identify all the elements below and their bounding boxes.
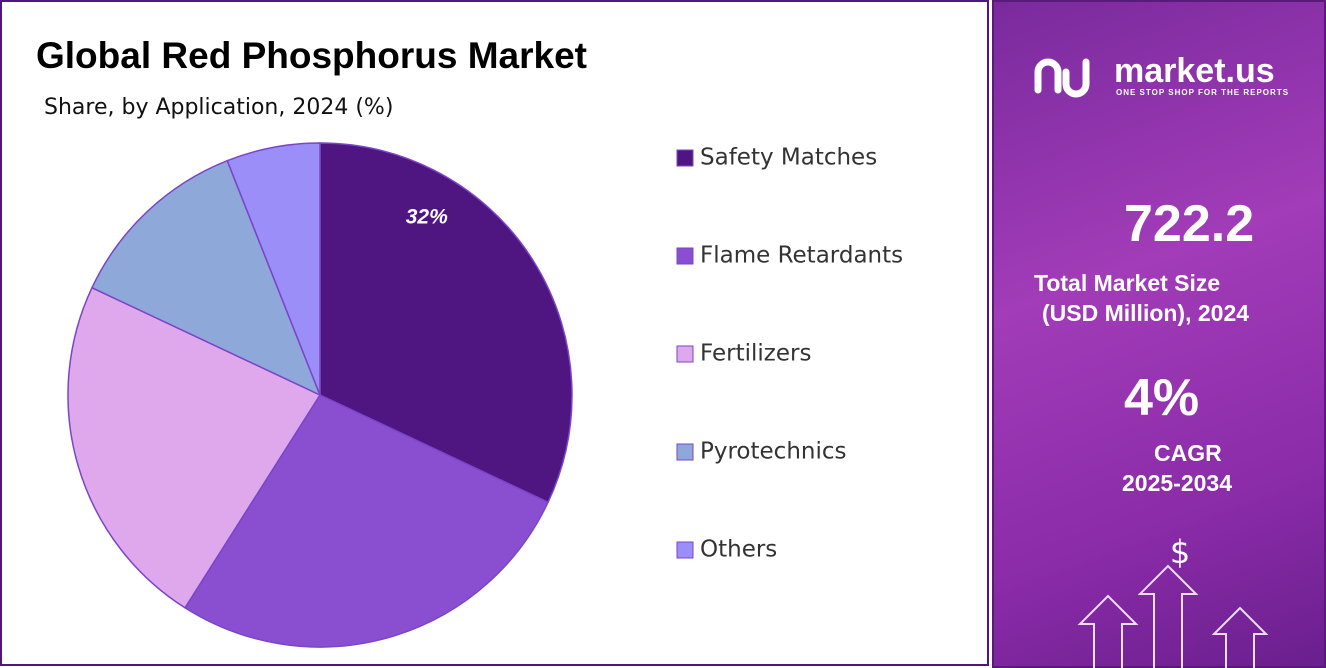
- legend-swatch: [676, 345, 694, 363]
- legend-swatch: [676, 541, 694, 559]
- chart-title: Global Red Phosphorus Market: [36, 35, 587, 76]
- legend-label: Pyrotechnics: [700, 439, 847, 465]
- legend-swatch: [676, 443, 694, 461]
- cagr: 4%: [1124, 369, 1200, 427]
- data-label: 32%: [406, 206, 448, 229]
- legend-label: Fertilizers: [700, 341, 811, 367]
- market-size: 722.2: [1124, 195, 1255, 253]
- market-size-label: Total Market Size: [1034, 270, 1221, 296]
- chart-subtitle: Share, by Application, 2024 (%): [44, 95, 393, 120]
- pie-slice: [183, 394, 550, 648]
- legend-label: Flame Retardants: [700, 243, 903, 269]
- brand: market.us: [1114, 52, 1275, 90]
- legend-label: Others: [700, 537, 777, 563]
- market-size-label: (USD Million), 2024: [1042, 300, 1250, 326]
- tagline: ONE STOP SHOP FOR THE REPORTS: [1116, 88, 1290, 97]
- pie-slice: [67, 286, 322, 609]
- svg-text:$: $: [1170, 538, 1190, 571]
- arrows-decoration: $: [1077, 538, 1269, 668]
- cagr-label: CAGR: [1154, 440, 1222, 466]
- sidebar: market.us ONE STOP SHOP FOR THE REPORTS …: [992, 0, 1326, 668]
- legend-swatch: [676, 149, 694, 167]
- legend-label: Safety Matches: [700, 145, 877, 171]
- pie-slice: [319, 142, 573, 504]
- logo-icon: [1034, 58, 1090, 98]
- pie-slice: [226, 142, 321, 396]
- pie-slice: [90, 159, 322, 397]
- cagr-label: 2025-2034: [1122, 470, 1232, 496]
- chart: Global Red Phosphorus Market Share, by A…: [0, 0, 989, 666]
- legend-swatch: [676, 247, 694, 265]
